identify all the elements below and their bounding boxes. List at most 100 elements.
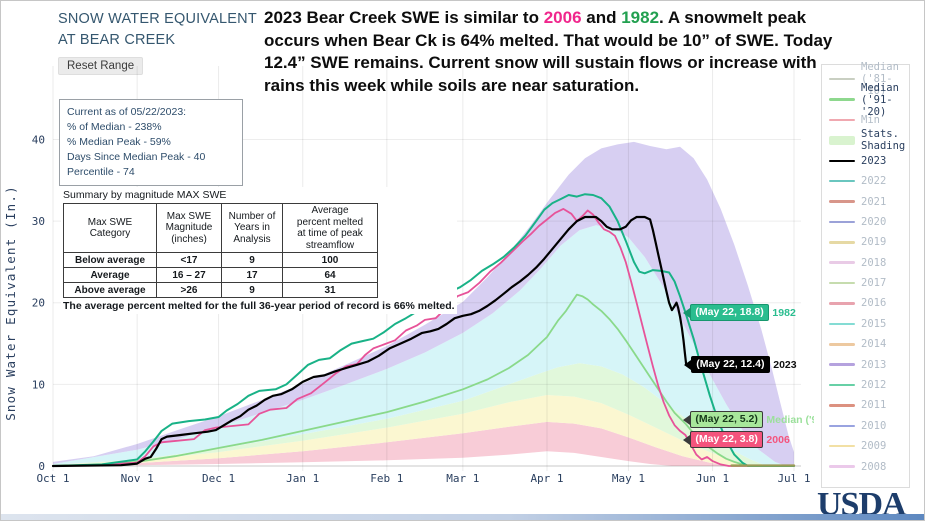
legend-patch-swatch xyxy=(829,135,855,145)
legend-item-median-81-10-[interactable]: Median ('81-'10) xyxy=(822,61,909,97)
legend-line-swatch xyxy=(829,281,855,285)
y-axis-title: Snow Water Equivalent (In.) xyxy=(3,185,18,421)
percentile: Percentile - 74 xyxy=(67,166,135,178)
legend-line-swatch xyxy=(829,424,855,428)
legend-line-swatch xyxy=(829,302,855,305)
legend-line-swatch xyxy=(829,343,855,346)
x-tick-label: Apr 1 xyxy=(530,472,563,485)
summary-table-header: Average percent melted at time of peak stre… xyxy=(282,203,378,253)
y-tick-label: 10 xyxy=(32,378,45,391)
x-tick-label: Jun 1 xyxy=(696,472,729,485)
legend-item-2021[interactable]: 2021 xyxy=(822,191,909,211)
pct-median-peak: % Median Peak - 59% xyxy=(67,136,171,148)
page-title: SNOW WATER EQUIVALENT AT BEAR CREEK xyxy=(58,11,257,48)
legend-item-label: 2021 xyxy=(861,195,887,208)
legend-item-2012[interactable]: 2012 xyxy=(822,375,909,395)
legend-item-label: 2019 xyxy=(861,236,887,249)
annotation-line: occurs when Bear Ck is 64% melted. That … xyxy=(264,30,833,50)
legend-line-swatch xyxy=(829,261,855,264)
x-tick-label: Jan 1 xyxy=(286,472,319,485)
x-tick-label: Feb 1 xyxy=(370,472,403,485)
series-2006 xyxy=(52,208,795,467)
legend-item-label: 2012 xyxy=(861,379,887,392)
legend-item-label: 2020 xyxy=(861,215,887,228)
y-tick-label: 30 xyxy=(32,215,45,228)
legend-item-label: 2016 xyxy=(861,297,887,310)
legend-item-label: 2017 xyxy=(861,277,887,290)
table-row: Below average <17 9 100 xyxy=(63,252,378,268)
series-2023 xyxy=(51,215,688,468)
legend-item-label: 2010 xyxy=(861,419,887,432)
chart-legend: Median ('81-'10) Median ('91-'20) Min Stats… xyxy=(821,61,910,488)
legend-item-stats-shading[interactable]: Stats. Shading xyxy=(822,128,909,153)
legend-item-median-91-20-[interactable]: Median ('91-'20) xyxy=(822,82,909,118)
legend-line-swatch xyxy=(829,465,855,468)
legend-item-label: Median ('91-'20) xyxy=(861,81,899,118)
legend-line-swatch xyxy=(829,322,855,326)
legend-line-swatch xyxy=(829,200,855,203)
y-tick-label: 40 xyxy=(32,133,45,146)
x-tick-label: Oct 1 xyxy=(36,472,69,485)
summary-table-title: Summary by magnitude MAX SWE xyxy=(63,189,227,201)
legend-item-2017[interactable]: 2017 xyxy=(822,273,909,293)
legend-item-label: 2008 xyxy=(861,460,887,473)
y-tick-label: 20 xyxy=(32,297,45,310)
reset-range-button[interactable]: Reset Range xyxy=(58,57,144,75)
legend-line-swatch xyxy=(829,444,855,448)
summary-table: Max SWE Category Max SWE Magnitude (inches) N… xyxy=(63,203,378,298)
summary-table-footnote: The average percent melted for the full … xyxy=(63,300,455,312)
legend-item-2023[interactable]: 2023 xyxy=(822,151,909,171)
legend-item-2008[interactable]: 2008 xyxy=(822,456,909,476)
legend-item-label: 2014 xyxy=(861,338,887,351)
legend-line-swatch xyxy=(829,77,855,81)
legend-item-label: 2023 xyxy=(861,154,887,167)
legend-item-2011[interactable]: 2011 xyxy=(822,395,909,415)
legend-item-label: 2011 xyxy=(861,399,887,412)
legend-item-label: Stats. Shading xyxy=(861,128,906,153)
bottom-border-bar xyxy=(1,514,924,520)
legend-item-label: 2015 xyxy=(861,317,887,330)
legend-item-label: 2018 xyxy=(861,256,887,269)
current-conditions-box: Current as of 05/22/2023: % of Median - … xyxy=(59,99,243,186)
legend-item-2014[interactable]: 2014 xyxy=(822,334,909,354)
legend-item-label: 2013 xyxy=(861,358,887,371)
legend-line-swatch xyxy=(829,383,855,387)
series-1982 xyxy=(52,193,795,467)
legend-line-swatch xyxy=(829,363,855,366)
legend-item-2016[interactable]: 2016 xyxy=(822,293,909,313)
legend-line-swatch xyxy=(829,241,855,244)
band-p70-max xyxy=(53,141,794,466)
legend-item-label: Median ('81-'10) xyxy=(861,61,899,98)
table-row: Average 16 – 27 17 64 xyxy=(63,267,378,283)
legend-item-2010[interactable]: 2010 xyxy=(822,416,909,436)
legend-item-2019[interactable]: 2019 xyxy=(822,232,909,252)
legend-line-swatch xyxy=(829,404,855,407)
legend-item-2015[interactable]: 2015 xyxy=(822,314,909,334)
legend-line-swatch xyxy=(829,98,855,101)
annotation-line: rains this week while soils are near sat… xyxy=(264,75,640,95)
legend-item-2013[interactable]: 2013 xyxy=(822,354,909,374)
annotation-text: 2023 Bear Creek SWE is similar to 2006 a… xyxy=(264,7,916,97)
summary-table-header: Max SWE Category xyxy=(63,203,157,253)
legend-item-2018[interactable]: 2018 xyxy=(822,253,909,273)
annotation-line: 2023 Bear Creek SWE is similar to 2006 a… xyxy=(264,8,807,27)
summary-table-header: Number of Years in Analysis xyxy=(221,203,283,253)
days-since-median-peak: Days Since Median Peak - 40 xyxy=(67,151,206,163)
x-tick-label: Jul 1 xyxy=(777,472,810,485)
legend-item-2022[interactable]: 2022 xyxy=(822,171,909,191)
x-tick-label: Mar 1 xyxy=(446,472,479,485)
legend-item-2020[interactable]: 2020 xyxy=(822,212,909,232)
pct-of-median: % of Median - 238% xyxy=(67,121,162,133)
legend-item-min[interactable]: Min xyxy=(822,110,909,130)
legend-item-2009[interactable]: 2009 xyxy=(822,436,909,456)
summary-table-header: Max SWE Magnitude (inches) xyxy=(156,203,222,253)
band-p50-p70 xyxy=(53,225,794,466)
current-as-of: Current as of 05/22/2023: xyxy=(67,106,187,118)
x-tick-label: Nov 1 xyxy=(121,472,154,485)
legend-item-label: 2022 xyxy=(861,175,887,188)
table-row: Above average >26 9 31 xyxy=(63,282,378,298)
summary-table-block: Summary by magnitude MAX SWE Max SWE Cate… xyxy=(61,187,457,314)
legend-line-swatch xyxy=(829,118,855,122)
y-tick-label: 0 xyxy=(38,460,45,473)
